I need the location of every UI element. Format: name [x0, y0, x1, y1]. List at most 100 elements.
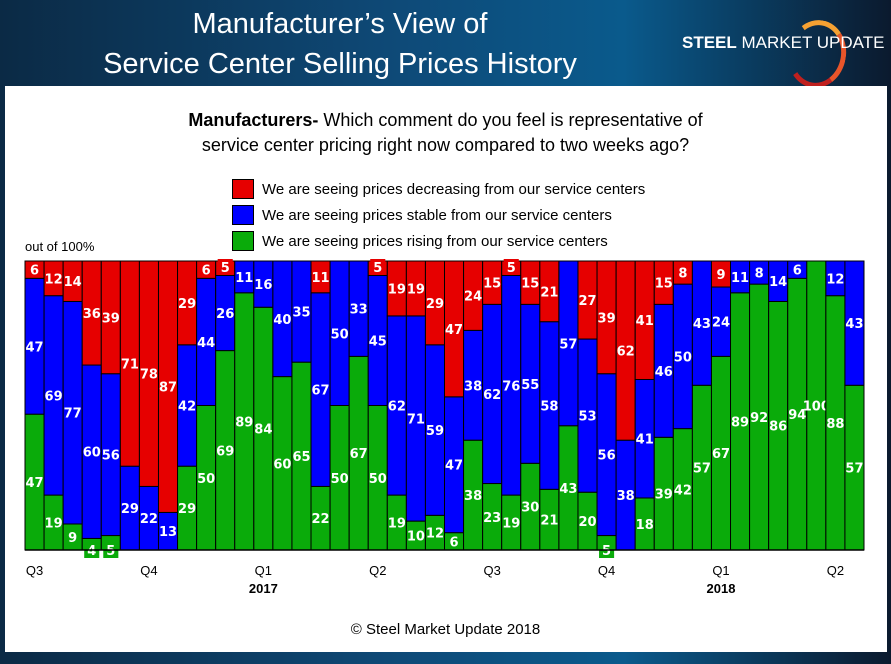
data-label-stable: 60 — [83, 446, 101, 461]
data-label-rising: 18 — [636, 518, 654, 533]
data-label-stable: 22 — [140, 512, 158, 527]
data-label-stable: 41 — [636, 433, 654, 448]
data-label-decreasing: 41 — [636, 314, 654, 329]
legend-label: We are seeing prices stable from our ser… — [262, 206, 612, 224]
data-label-stable: 26 — [216, 307, 234, 322]
data-label-stable: 13 — [159, 525, 177, 540]
data-label-rising: 19 — [45, 517, 63, 532]
legend-label: We are seeing prices rising from our ser… — [262, 232, 608, 250]
year-label: 2018 — [707, 581, 736, 596]
legend-item: We are seeing prices decreasing from our… — [232, 176, 645, 202]
data-label-stable: 44 — [197, 336, 215, 351]
data-label-stable: 50 — [674, 350, 692, 365]
data-label-rising: 84 — [254, 423, 272, 438]
data-label-stable: 53 — [578, 410, 596, 425]
data-label-rising: 50 — [197, 472, 215, 487]
title-line-2: Service Center Selling Prices History — [103, 48, 577, 80]
data-label-rising: 9 — [68, 531, 77, 546]
label-bg — [370, 259, 386, 275]
chart-title: Manufacturers- Which comment do you feel… — [0, 108, 891, 158]
page-title: Manufacturer’s View of Service Center Se… — [40, 4, 640, 84]
data-label-rising: 19 — [502, 517, 520, 532]
data-label-rising: 57 — [693, 462, 711, 477]
data-label-stable: 45 — [369, 334, 387, 349]
data-label-rising: 94 — [788, 408, 806, 423]
data-label-stable: 6 — [793, 264, 802, 279]
data-label-rising: 5 — [106, 544, 115, 559]
x-tick-label: Q1 — [255, 563, 272, 578]
data-label-stable: 69 — [45, 389, 63, 404]
data-label-rising: 89 — [235, 415, 253, 430]
data-label-decreasing: 39 — [598, 311, 616, 326]
data-label-stable: 71 — [407, 413, 425, 428]
x-tick-label: Q1 — [712, 563, 729, 578]
data-label-rising: 69 — [216, 444, 234, 459]
data-label-decreasing: 19 — [407, 282, 425, 297]
data-label-decreasing: 87 — [159, 381, 177, 396]
copyright: © Steel Market Update 2018 — [350, 621, 541, 638]
data-label-rising: 22 — [312, 512, 330, 527]
data-label-stable: 8 — [755, 267, 764, 282]
data-label-decreasing: 29 — [426, 297, 444, 312]
x-tick-label: Q4 — [598, 563, 615, 578]
data-label-stable: 14 — [769, 275, 787, 290]
data-label-decreasing: 21 — [540, 285, 558, 300]
data-label-decreasing: 5 — [373, 261, 382, 276]
x-tick-label: Q3 — [26, 563, 43, 578]
data-label-stable: 11 — [235, 271, 253, 286]
data-label-rising: 50 — [369, 472, 387, 487]
data-label-rising: 86 — [769, 420, 787, 435]
data-label-stable: 77 — [64, 407, 82, 422]
data-label-decreasing: 12 — [45, 272, 63, 287]
data-label-rising: 29 — [178, 502, 196, 517]
data-label-stable: 24 — [712, 316, 730, 331]
data-label-stable: 38 — [464, 379, 482, 394]
data-label-stable: 38 — [617, 489, 635, 504]
data-label-rising: 12 — [426, 527, 444, 542]
data-label-decreasing: 6 — [30, 264, 39, 279]
data-label-stable: 33 — [350, 303, 368, 318]
steel-market-update-logo: STEEL MARKET UPDATE — [680, 10, 890, 93]
data-label-decreasing: 24 — [464, 290, 482, 305]
data-label-rising: 89 — [731, 415, 749, 430]
data-label-stable: 43 — [693, 317, 711, 332]
data-label-stable: 56 — [598, 449, 616, 464]
data-label-decreasing: 5 — [507, 261, 516, 276]
x-tick-label: Q3 — [483, 563, 500, 578]
data-label-decreasing: 15 — [655, 277, 673, 292]
label-bg — [503, 259, 519, 275]
title-line-1: Manufacturer’s View of — [192, 8, 488, 40]
data-label-stable: 62 — [483, 388, 501, 403]
data-label-stable: 55 — [521, 378, 539, 393]
data-label-stable: 12 — [826, 272, 844, 287]
data-label-rising: 67 — [712, 447, 730, 462]
legend-item: We are seeing prices rising from our ser… — [232, 228, 645, 254]
year-label: 2017 — [249, 581, 278, 596]
data-label-rising: 4 — [87, 544, 96, 559]
data-label-decreasing: 19 — [388, 282, 406, 297]
data-label-stable: 29 — [121, 502, 139, 517]
legend: We are seeing prices decreasing from our… — [232, 176, 645, 254]
data-label-decreasing: 47 — [445, 323, 463, 338]
data-label-rising: 65 — [292, 450, 310, 465]
data-label-stable: 35 — [292, 306, 310, 321]
data-label-decreasing: 15 — [521, 277, 539, 292]
data-label-rising: 100 — [803, 400, 830, 415]
data-label-decreasing: 11 — [312, 271, 330, 286]
data-label-stable: 59 — [426, 424, 444, 439]
data-label-rising: 20 — [578, 515, 596, 530]
data-label-stable: 58 — [540, 400, 558, 415]
title-line-2b: service center pricing right now compare… — [201, 135, 690, 155]
data-label-rising: 5 — [602, 544, 611, 559]
data-label-stable: 67 — [312, 384, 330, 399]
label-bg — [217, 259, 233, 275]
x-tick-label: Q2 — [827, 563, 844, 578]
data-label-decreasing: 78 — [140, 368, 158, 383]
data-label-stable: 40 — [273, 313, 291, 328]
data-label-decreasing: 6 — [202, 264, 211, 279]
data-label-rising: 43 — [559, 482, 577, 497]
data-label-stable: 57 — [559, 337, 577, 352]
data-label-stable: 43 — [845, 317, 863, 332]
data-label-decreasing: 27 — [578, 294, 596, 309]
data-label-rising: 92 — [750, 411, 768, 426]
